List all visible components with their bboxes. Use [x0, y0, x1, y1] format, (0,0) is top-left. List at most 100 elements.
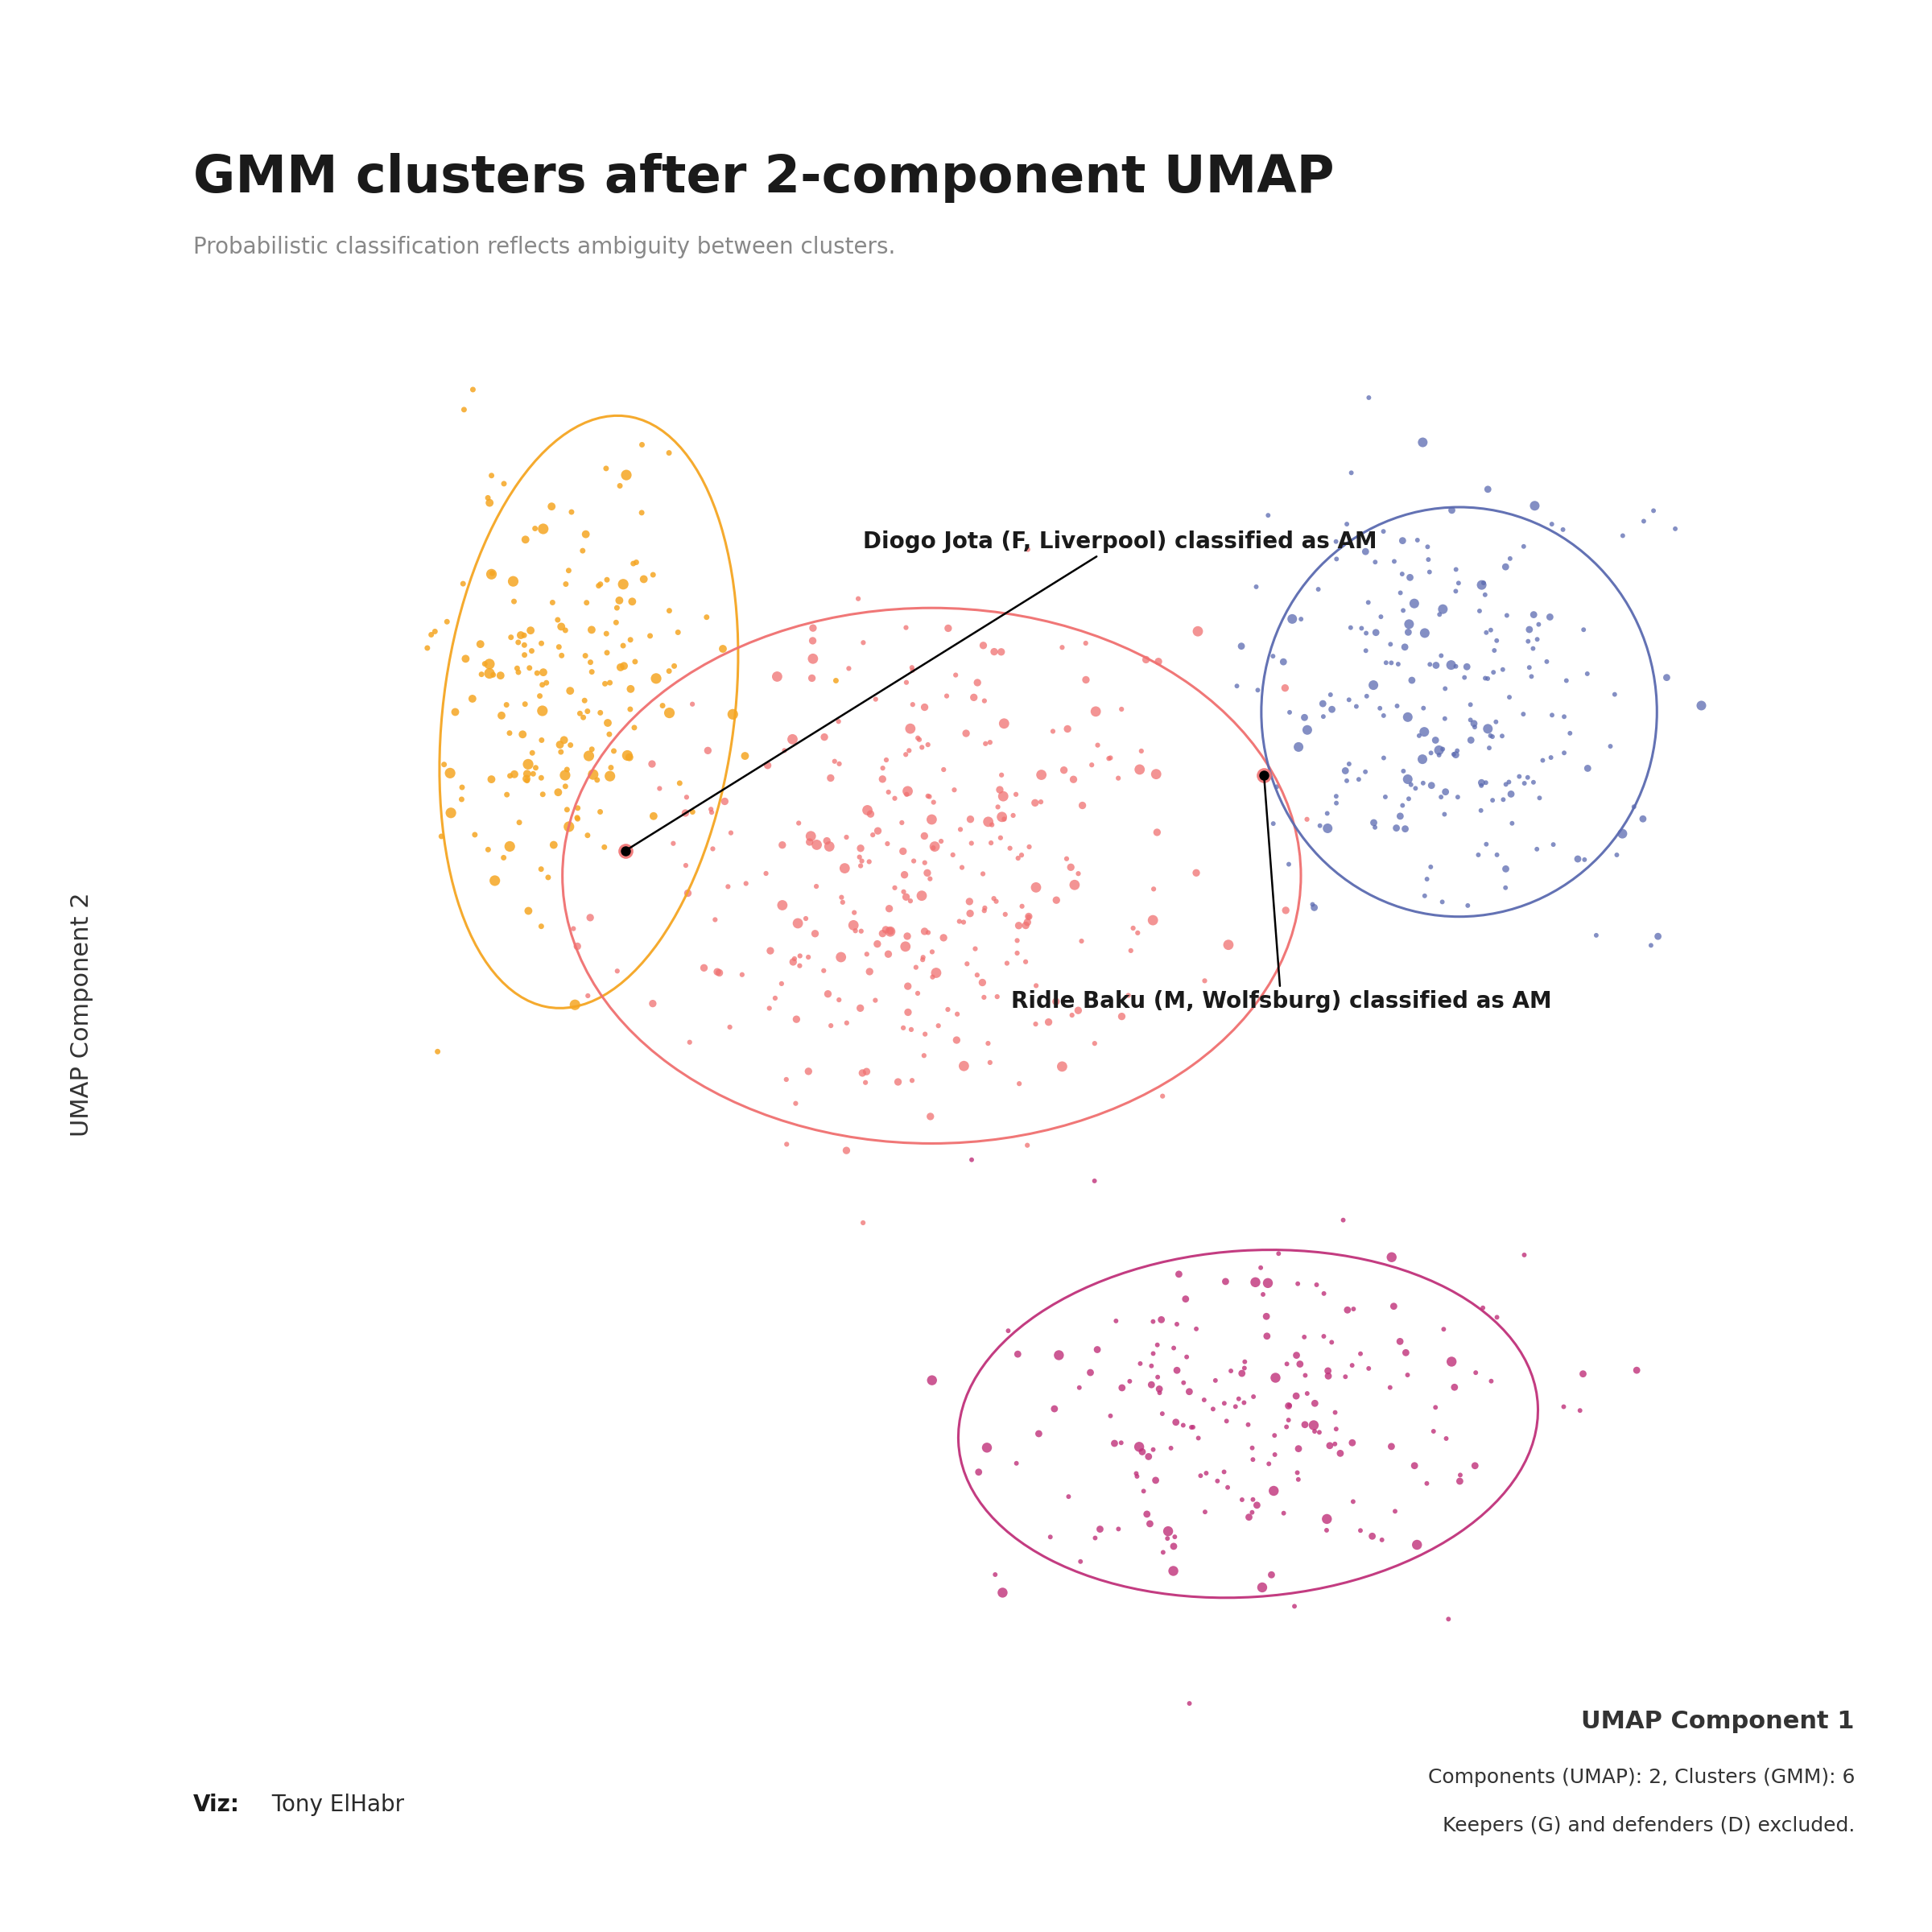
- Point: [1256, 1559, 1287, 1590]
- Point: [1368, 516, 1399, 547]
- Point: [518, 759, 549, 790]
- Point: [1267, 1497, 1298, 1528]
- Point: [1020, 970, 1051, 1001]
- Point: [1211, 1472, 1242, 1503]
- Point: [1219, 1391, 1250, 1422]
- Point: [1283, 1464, 1314, 1495]
- Point: [912, 781, 943, 811]
- Point: [1200, 1366, 1231, 1397]
- Point: [1283, 1267, 1314, 1298]
- Point: [614, 674, 645, 705]
- Point: [1408, 618, 1439, 649]
- Point: [1428, 887, 1459, 918]
- Point: [1122, 918, 1153, 949]
- Point: [1138, 873, 1169, 904]
- Point: [767, 968, 798, 999]
- Point: [1190, 966, 1221, 997]
- Point: [1169, 1368, 1200, 1399]
- Point: [495, 622, 526, 653]
- Point: [554, 676, 585, 707]
- Point: [415, 620, 446, 651]
- Point: [989, 804, 1020, 835]
- Point: [883, 1066, 914, 1097]
- Point: [1001, 779, 1032, 810]
- Point: [512, 763, 543, 794]
- Point: [1517, 661, 1548, 692]
- Point: [1240, 1267, 1271, 1298]
- Point: [1126, 736, 1157, 767]
- Point: [1538, 829, 1569, 860]
- Point: [527, 779, 558, 810]
- Point: [1084, 1513, 1115, 1544]
- Point: [1636, 929, 1667, 960]
- Point: [1065, 1372, 1095, 1403]
- Point: [954, 804, 985, 835]
- Point: [429, 750, 460, 781]
- Point: [1416, 738, 1447, 769]
- Point: [1298, 893, 1329, 923]
- Point: [1490, 769, 1520, 800]
- Point: [653, 655, 684, 686]
- Point: [1495, 779, 1526, 810]
- Text: Diogo Jota (F, Liverpool) classified as AM: Diogo Jota (F, Liverpool) classified as …: [628, 531, 1378, 850]
- Point: [1273, 1391, 1304, 1422]
- Point: [1596, 730, 1627, 761]
- Point: [576, 657, 607, 688]
- Point: [962, 960, 993, 991]
- Point: [1215, 1356, 1246, 1387]
- Point: [479, 866, 510, 896]
- Point: [572, 819, 603, 850]
- Point: [914, 864, 945, 895]
- Point: [1148, 1536, 1179, 1567]
- Point: [1312, 1515, 1343, 1546]
- Point: [514, 895, 545, 925]
- Point: [1356, 1520, 1387, 1551]
- Point: [1522, 624, 1553, 655]
- Point: [1289, 701, 1320, 732]
- Point: [1285, 1349, 1316, 1379]
- Point: [1320, 1428, 1350, 1459]
- Point: [823, 985, 854, 1016]
- Point: [1063, 858, 1094, 889]
- Point: [1345, 1515, 1376, 1546]
- Point: [798, 643, 829, 674]
- Point: [1551, 665, 1582, 696]
- Point: [1424, 599, 1455, 630]
- Point: [1238, 1443, 1269, 1474]
- Point: [1331, 1294, 1362, 1325]
- Point: [1335, 458, 1366, 489]
- Point: [458, 375, 489, 406]
- Point: [609, 630, 639, 661]
- Point: [1113, 980, 1144, 1010]
- Point: [873, 939, 904, 970]
- Point: [1408, 767, 1439, 798]
- Point: [1441, 554, 1472, 585]
- Point: [1003, 910, 1034, 941]
- Point: [1312, 1503, 1343, 1534]
- Point: [989, 898, 1020, 929]
- Point: [1233, 1501, 1264, 1532]
- Point: [1350, 636, 1381, 667]
- Point: [527, 668, 558, 699]
- Point: [576, 647, 607, 678]
- Point: [1229, 1387, 1260, 1418]
- Point: [920, 831, 951, 862]
- Point: [1043, 1339, 1074, 1370]
- Point: [1037, 717, 1068, 748]
- Point: [1387, 526, 1418, 556]
- Point: [553, 811, 583, 842]
- Point: [1519, 599, 1549, 630]
- Point: [1459, 1451, 1490, 1482]
- Point: [1490, 871, 1520, 902]
- Point: [1014, 831, 1045, 862]
- Point: [1279, 1590, 1310, 1621]
- Point: [879, 782, 910, 813]
- Point: [1451, 651, 1482, 682]
- Point: [574, 740, 605, 771]
- Point: [562, 792, 593, 823]
- Point: [1376, 1372, 1406, 1403]
- Point: [601, 956, 632, 987]
- Point: [611, 835, 641, 866]
- Point: [1070, 628, 1101, 659]
- Point: [1184, 1461, 1215, 1492]
